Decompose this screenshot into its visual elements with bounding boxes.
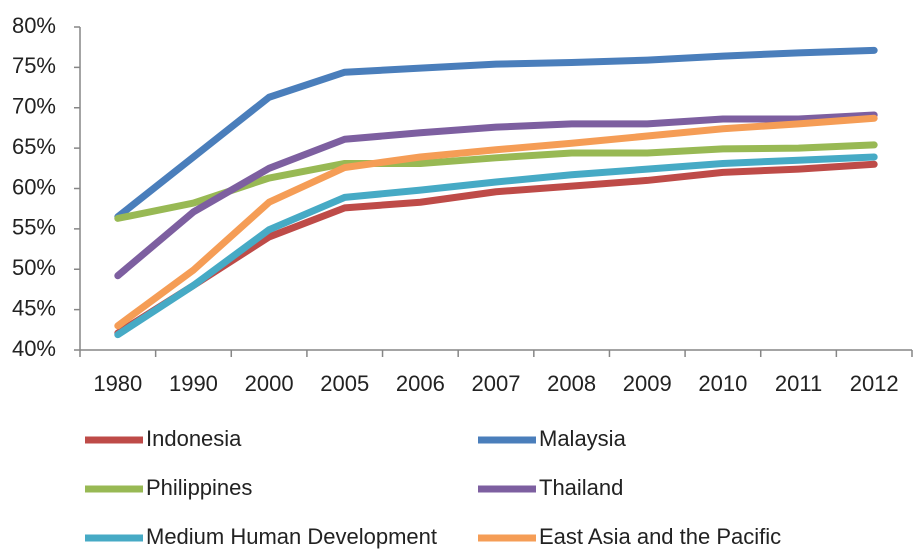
x-tick-label: 2011 xyxy=(775,371,822,396)
series-line xyxy=(114,160,878,337)
x-tick-label: 1990 xyxy=(169,371,218,396)
legend-label: Thailand xyxy=(539,475,623,500)
y-tick-label: 60% xyxy=(12,174,56,199)
y-tick-label: 40% xyxy=(12,336,56,361)
y-tick-label: 55% xyxy=(12,215,56,240)
y-tick-label: 45% xyxy=(12,295,56,320)
x-tick-label: 2010 xyxy=(698,371,747,396)
x-tick-label: 2009 xyxy=(623,371,672,396)
legend-label: Medium Human Development xyxy=(146,524,437,549)
y-tick-label: 65% xyxy=(12,134,56,159)
x-tick-label: 2007 xyxy=(472,371,521,396)
x-tick-label: 2012 xyxy=(850,371,899,396)
x-tick-label: 2008 xyxy=(547,371,596,396)
legend-label: East Asia and the Pacific xyxy=(539,524,781,549)
series-line xyxy=(114,114,878,330)
series-line xyxy=(114,46,878,221)
legend-label: Indonesia xyxy=(146,426,242,451)
x-tick-label: 2005 xyxy=(320,371,369,396)
y-tick-label: 70% xyxy=(12,94,56,119)
y-tick-label: 80% xyxy=(12,13,56,38)
x-tick-label: 2000 xyxy=(245,371,294,396)
legend-label: Malaysia xyxy=(539,426,627,451)
x-tick-label: 2006 xyxy=(396,371,445,396)
series-line xyxy=(114,111,878,280)
x-tick-label: 1980 xyxy=(93,371,142,396)
y-tick-label: 50% xyxy=(12,255,56,280)
y-tick-label: 75% xyxy=(12,53,56,78)
series-line xyxy=(114,153,878,339)
legend-label: Philippines xyxy=(146,475,252,500)
